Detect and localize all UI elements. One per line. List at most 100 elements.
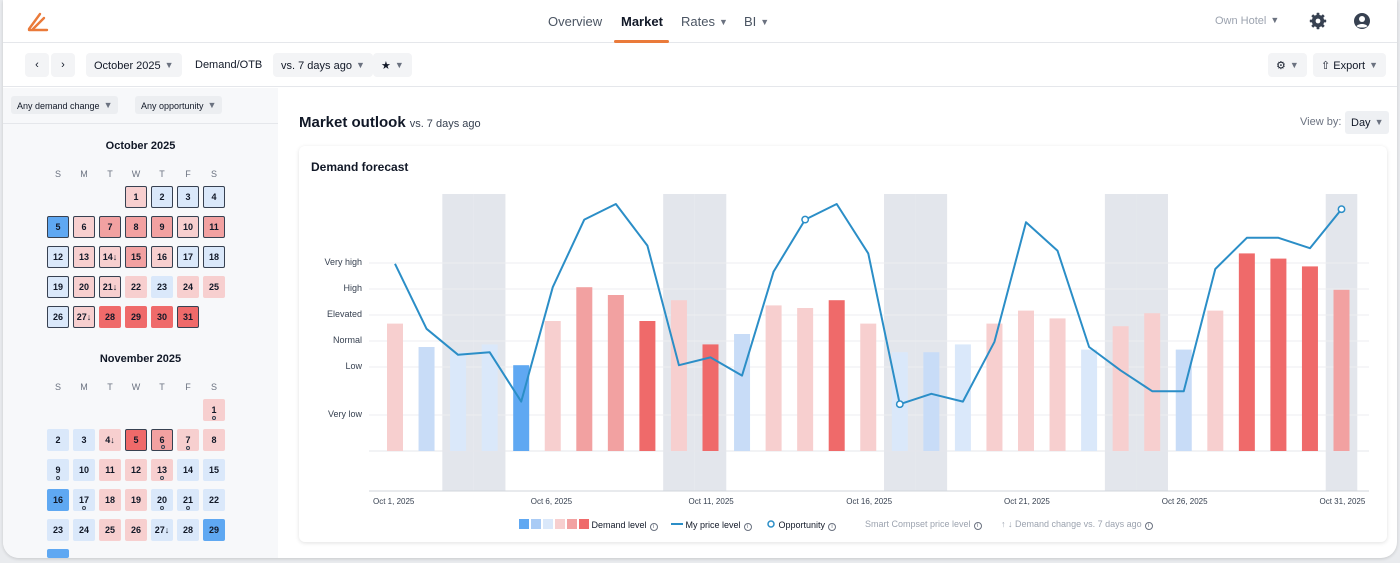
legend-my-price-level: My price level i — [671, 519, 752, 531]
calendar-day[interactable]: 10 — [177, 216, 199, 238]
calendar-day[interactable]: 7 — [99, 216, 121, 238]
calendar-day[interactable]: 24 — [73, 519, 95, 541]
calendar-day[interactable]: 20 — [73, 276, 95, 298]
gear-icon[interactable] — [1309, 12, 1327, 30]
calendar-day[interactable]: 20 — [151, 489, 173, 511]
calendar-day[interactable]: 26 — [47, 306, 69, 328]
calendar-day[interactable]: 5 — [125, 429, 147, 451]
calendar-day[interactable]: 1 — [203, 399, 225, 421]
calendar-day[interactable]: 11 — [203, 216, 225, 238]
hotel-selector[interactable]: Own Hotel ▼ — [1215, 15, 1279, 27]
calendar-day[interactable]: 25 — [203, 276, 225, 298]
calendar-day[interactable]: 18 — [203, 246, 225, 268]
calendar-day[interactable]: 15 — [203, 459, 225, 481]
calendar-day[interactable]: 30 — [151, 306, 173, 328]
info-icon[interactable]: i — [1144, 522, 1153, 530]
favorites-button[interactable]: ★ ▼ — [373, 53, 412, 77]
nav-market[interactable]: Market — [621, 14, 663, 29]
calendar-day[interactable]: 3 — [73, 429, 95, 451]
demand-bar — [1301, 266, 1318, 451]
calendar-day[interactable]: 8 — [125, 216, 147, 238]
month-selector[interactable]: October 2025 ▼ — [86, 53, 182, 77]
calendar-day[interactable]: 21↓ — [99, 276, 121, 298]
calendar-day[interactable]: 27↓ — [151, 519, 173, 541]
calendar-day[interactable]: 22 — [203, 489, 225, 511]
demand-bar — [1238, 253, 1255, 451]
calendar-day[interactable]: 16 — [47, 489, 69, 511]
calendar-day[interactable]: 29 — [125, 306, 147, 328]
demand-change-filter[interactable]: Any demand change ▼ — [11, 96, 119, 114]
calendar-day[interactable]: 19 — [47, 276, 69, 298]
legend-smart-compset-text: Smart Compset price level — [865, 519, 971, 529]
calendar-day[interactable]: 14 — [177, 459, 199, 481]
calendar-day[interactable]: 12 — [125, 459, 147, 481]
compare-selector[interactable]: vs. 7 days ago ▼ — [273, 53, 373, 77]
demand-bar — [607, 295, 624, 451]
calendar-day[interactable]: 23 — [151, 276, 173, 298]
opportunity-filter[interactable]: Any opportunity ▼ — [135, 96, 223, 114]
calendar-day[interactable]: 8 — [203, 429, 225, 451]
y-tick-label: Very low — [327, 409, 362, 419]
calendar-day[interactable]: 28 — [99, 306, 121, 328]
nav-rates[interactable]: Rates ▼ — [681, 14, 728, 29]
calendar-day[interactable]: 11 — [99, 459, 121, 481]
settings-menu-button[interactable]: ⚙ ▼ — [1268, 53, 1307, 77]
metric-label: Demand/OTB — [195, 59, 263, 71]
calendar-day[interactable]: 25 — [99, 519, 121, 541]
calendar-day[interactable]: 26 — [125, 519, 147, 541]
calendar-day[interactable]: 19 — [125, 489, 147, 511]
calendar-day[interactable]: 24 — [177, 276, 199, 298]
calendar-day[interactable]: 15 — [125, 246, 147, 268]
calendar-day[interactable]: 9 — [47, 459, 69, 481]
calendar-day[interactable]: 13 — [151, 459, 173, 481]
weekday-header: M — [80, 169, 88, 179]
user-avatar-icon[interactable] — [1353, 12, 1371, 30]
calendar-day[interactable]: 23 — [47, 519, 69, 541]
demand-bar — [1270, 258, 1287, 451]
page-title: Market outlook vs. 7 days ago — [299, 114, 481, 131]
nav-overview[interactable]: Overview — [548, 14, 603, 29]
calendar-day[interactable]: 14↓ — [99, 246, 121, 268]
demand-change-filter-label: Any demand change — [17, 101, 100, 111]
calendar-day[interactable]: 2 — [47, 429, 69, 451]
calendar-day[interactable]: 29 — [203, 519, 225, 541]
calendar-day[interactable]: 4 — [203, 186, 225, 208]
calendar-day[interactable]: 21 — [177, 489, 199, 511]
info-icon[interactable]: i — [828, 523, 837, 531]
calendar-day[interactable]: 4↓ — [99, 429, 121, 451]
calendar-day[interactable]: 17 — [73, 489, 95, 511]
calendar-day[interactable]: 6 — [73, 216, 95, 238]
calendar-day[interactable]: 13 — [73, 246, 95, 268]
info-icon[interactable]: i — [973, 522, 982, 530]
next-month-button[interactable]: › — [51, 53, 75, 77]
calendar-day[interactable]: 5 — [47, 216, 69, 238]
demand-bar — [1112, 326, 1129, 451]
nav-bi[interactable]: BI ▼ — [744, 14, 769, 29]
calendar-day[interactable]: 31 — [177, 306, 199, 328]
prev-month-button[interactable]: ‹ — [25, 53, 49, 77]
calendar-day[interactable] — [47, 549, 69, 558]
calendar-day[interactable]: 17 — [177, 246, 199, 268]
calendar-day[interactable]: 16 — [151, 246, 173, 268]
calendar-day[interactable]: 1 — [125, 186, 147, 208]
weekday-header: F — [185, 382, 191, 392]
calendar-day[interactable]: 18 — [99, 489, 121, 511]
view-by-value: Day — [1351, 117, 1371, 129]
info-icon[interactable]: i — [743, 523, 752, 531]
calendar-day[interactable]: 2 — [151, 186, 173, 208]
calendar-day[interactable]: 7 — [177, 429, 199, 451]
calendar-day[interactable]: 6 — [151, 429, 173, 451]
calendar-day[interactable]: 28 — [177, 519, 199, 541]
calendar-day[interactable]: 9 — [151, 216, 173, 238]
info-icon[interactable]: i — [649, 523, 658, 531]
calendar-day[interactable]: 12 — [47, 246, 69, 268]
brand-logo-icon[interactable] — [27, 11, 49, 33]
calendar-day[interactable]: 27↓ — [73, 306, 95, 328]
weekday-header: T — [159, 169, 165, 179]
export-button[interactable]: ⇧ Export ▼ — [1313, 53, 1386, 77]
calendar-day[interactable]: 10 — [73, 459, 95, 481]
calendar-day[interactable]: 22 — [125, 276, 147, 298]
view-by-selector[interactable]: Day ▼ — [1345, 111, 1390, 134]
calendar-day[interactable]: 3 — [177, 186, 199, 208]
opportunity-marker — [801, 215, 810, 224]
